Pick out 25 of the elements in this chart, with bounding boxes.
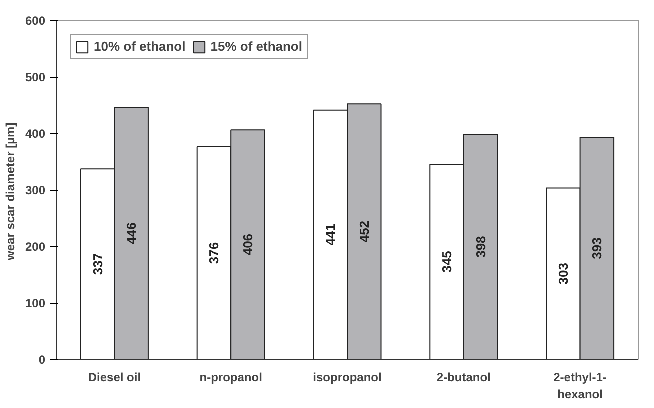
data-label: 376 [206,242,222,264]
data-label: 398 [473,236,488,258]
x-tick-label: isopropanol [313,370,382,384]
x-tick-label: 2-ethyl-1- hexanol [554,370,607,402]
y-tick-label: 600 [25,14,46,28]
legend-label: 10% of ethanol [94,39,186,54]
y-tick-label: 400 [25,127,46,141]
y-tick-label: 200 [25,240,46,254]
y-tick-label: 300 [25,184,46,198]
y-tick-label: 0 [38,353,46,367]
y-tick-label: 100 [25,296,46,310]
y-tick-label: 500 [25,70,46,84]
x-tick-label: 2-butanol [436,370,491,384]
data-label: 452 [356,220,372,243]
data-label: 345 [440,251,455,273]
data-label: 337 [90,253,106,276]
data-label: 441 [323,224,338,246]
y-axis-title: wear scar diameter [µm] [3,122,18,262]
data-label: 406 [240,234,256,256]
data-label: 446 [124,222,140,244]
legend-label: 15% of ethanol [210,39,302,54]
x-tick-label: Diesel oil [88,370,142,384]
data-label: 303 [556,263,571,285]
data-label: 393 [590,238,605,260]
x-tick-label: n-propanol [200,370,262,384]
